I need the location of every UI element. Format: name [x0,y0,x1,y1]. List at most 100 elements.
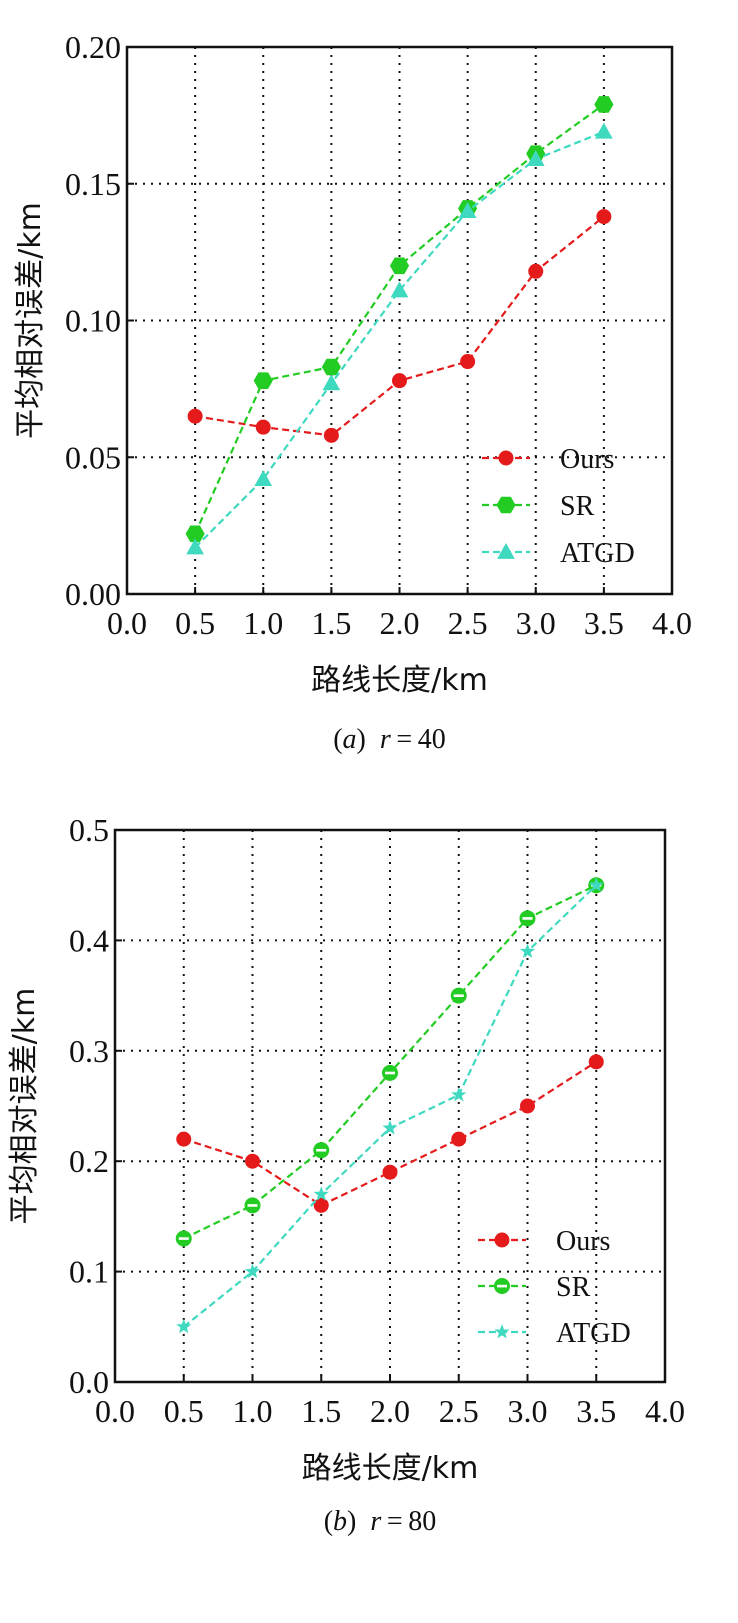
chart-a-point-atgd-4 [458,202,477,218]
chart-b-xtick-label-7: 3.5 [576,1393,616,1429]
chart-a-legend-label-2: ATGD [560,538,635,569]
chart-b-xtick-label-6: 3.0 [508,1393,548,1429]
chart-b-point-sr-1 [244,1197,261,1214]
chart-a-caption: (a) r = 40 [333,724,446,755]
chart-b-point-ours-5 [520,1098,535,1114]
chart-a-caption-variable: r [380,724,391,755]
chart-b-xtick-label-5: 2.5 [439,1393,479,1429]
chart-b-caption-letter: b [333,1506,347,1537]
chart-a-legend-label-1: SR [560,491,595,522]
chart-b-caption-open: ( [324,1506,333,1537]
chart-a-point-atgd-2 [322,374,341,391]
chart-b-caption-close: ) [347,1506,370,1537]
chart-b-x-axis-label: 路线长度/km [302,1451,479,1486]
chart-b-point-atgd-0 [176,1318,192,1334]
chart-b-point-sr-2-bar [316,1148,327,1152]
chart-b-legend-label-0: Ours [556,1226,610,1257]
chart-b-legend: Ours SR ATGD [478,1226,631,1349]
chart-b-xtick-label-0: 0.0 [95,1393,135,1429]
chart-b-xtick-label-4: 2.0 [370,1393,410,1429]
chart-b-caption: (b) r = 80 [324,1506,437,1537]
chart-a-ytick-label-2: 0.10 [65,303,121,339]
chart-a-caption-letter: a [343,724,357,755]
chart-a-legend-marker-1 [496,496,516,514]
chart-b-legend-marker-2 [494,1324,510,1339]
chart-a-point-atgd-6 [595,122,613,139]
chart-a-caption-value: = 40 [391,724,446,755]
chart-a-ytick-label-1: 0.05 [65,439,121,475]
chart-b-ytick-label-3: 0.3 [69,1033,109,1069]
chart-b-line-sr [183,884,597,1240]
chart-b-point-sr-0-bar [178,1237,189,1240]
chart-a-xtick-label-3: 1.5 [311,605,351,641]
chart-b-point-atgd-6 [588,877,604,892]
chart-a-caption-close: ) [357,724,380,755]
chart-a-point-sr-0 [185,525,205,543]
chart-a-point-sr-1 [253,372,273,389]
chart-a-point-sr-3 [389,257,410,275]
chart-a-y-axis-label: 平均相对误差/km [13,202,48,439]
chart-b-point-atgd-3 [382,1120,398,1135]
chart-b-legend-marker-0 [494,1232,510,1248]
chart-a-point-atgd-1 [254,470,273,487]
chart-b-point-ours-0 [176,1131,192,1147]
chart-a-point-atgd-0 [186,538,204,555]
chart-a-point-atgd-3 [390,281,409,298]
chart-b-point-atgd-4 [451,1087,467,1102]
chart-a-legend-label-0: Ours [560,444,614,475]
chart-b-point-sr-0 [175,1230,192,1247]
chart-a-xtick-label-8: 4.0 [652,605,692,641]
chart-b-point-ours-1 [245,1153,260,1169]
chart-a-point-ours-6 [596,209,612,225]
chart-b-ytick-label-1: 0.1 [69,1254,109,1290]
chart-b-legend-label-2: ATGD [556,1318,631,1349]
chart-a-x-axis-label: 路线长度/km [311,663,488,698]
chart-a-xtick-label-6: 3.0 [516,605,556,641]
chart-b-ytick-label-5: 0.5 [69,812,109,848]
chart-b-legend-marker-1-bar [497,1284,507,1288]
chart-a-series-atgd [186,122,613,555]
chart-a-xtick-label-2: 1.0 [243,605,283,641]
chart-a-point-ours-3 [392,373,407,389]
chart-b-series-ours [176,1054,604,1213]
chart-b-point-sr-3-bar [385,1071,395,1075]
chart-b-point-sr-5-bar [522,917,533,920]
chart-a-ytick-label-3: 0.15 [65,166,121,202]
chart-a-xtick-label-7: 3.5 [584,605,624,641]
chart-b-point-sr-2 [313,1142,330,1159]
chart-b-ytick-label-2: 0.2 [69,1143,109,1179]
chart-b-point-atgd-5 [519,943,536,958]
chart-b-ytick-label-4: 0.4 [69,922,109,958]
chart-a-point-ours-0 [187,408,203,424]
chart-a-xtick-label-0: 0.0 [107,605,147,641]
chart-b-point-atgd-1 [244,1263,261,1279]
chart-a-xtick-label-1: 0.5 [175,605,215,641]
chart-a-series-ours [187,209,612,443]
chart-a-point-ours-5 [528,263,544,279]
chart-b-legend-marker-1 [494,1278,510,1294]
chart-b-caption-variable: r [370,1506,381,1537]
chart-a-point-sr-6 [594,96,614,113]
chart-b-point-ours-6 [588,1054,604,1070]
chart-a-point-ours-1 [255,419,271,435]
chart-a: 0.0 0.5 1.0 1.5 2.0 2.5 3.0 3.5 4.0 0.00 0.05 0.10 0… [13,29,692,755]
chart-a-ytick-label-4: 0.20 [65,29,121,65]
chart-b-xtick-label-1: 0.5 [164,1393,204,1429]
chart-b-point-ours-4 [451,1131,467,1147]
chart-a-point-sr-2 [321,358,341,376]
chart-b-point-ours-2 [313,1197,329,1213]
chart-b-xtick-label-2: 1.0 [233,1393,273,1429]
chart-a-point-ours-2 [323,427,339,443]
chart-a-point-ours-4 [460,354,476,370]
chart-b-point-sr-4 [450,987,467,1004]
chart-a-xtick-label-5: 2.5 [448,605,488,641]
chart-b-ytick-label-0: 0.0 [69,1364,109,1400]
chart-a-legend: Ours SR ATGD [482,444,635,569]
chart-b-xtick-label-8: 4.0 [645,1393,685,1429]
chart-b-point-atgd-2 [313,1186,329,1201]
chart-a-legend-marker-2 [497,542,515,559]
chart-b-point-sr-1-bar [247,1204,258,1207]
chart-a-xtick-label-4: 2.0 [380,605,420,641]
chart-b-legend-label-1: SR [556,1272,591,1303]
